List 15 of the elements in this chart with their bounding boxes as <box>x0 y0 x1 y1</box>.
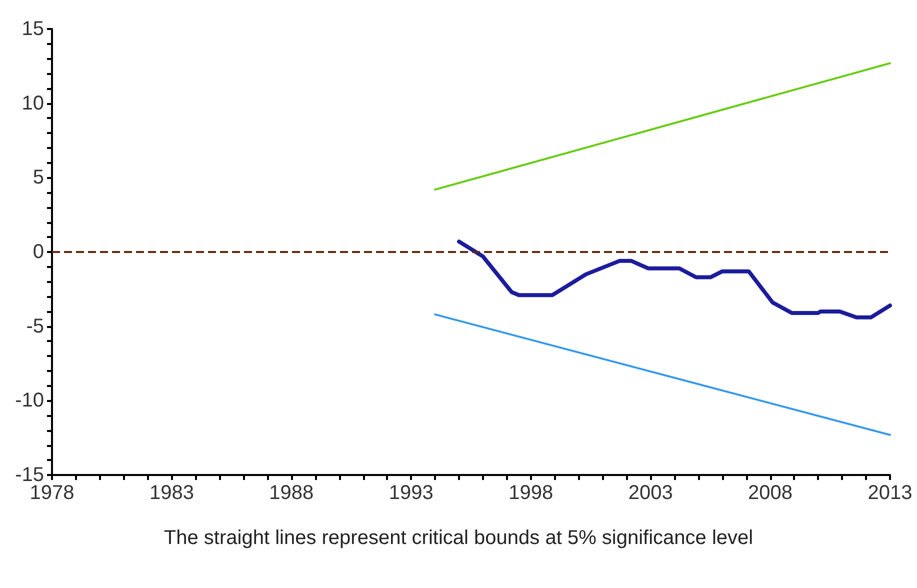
x-tick-label: 1993 <box>388 482 434 504</box>
y-tick-label: 10 <box>22 92 44 114</box>
x-tick-label: 1983 <box>149 482 194 504</box>
y-tick-label: -10 <box>15 390 44 412</box>
y-tick-label: 15 <box>22 18 44 40</box>
text: The straight lines represent critical bounds at 5% significance level <box>164 527 754 549</box>
x-tick-label: 2008 <box>748 482 793 504</box>
line-series <box>457 240 892 320</box>
y-tick-label: 0 <box>32 241 44 263</box>
x-tick-label: 2003 <box>628 482 673 504</box>
y-tick-label: 5 <box>32 166 44 189</box>
x-tick-label: 1998 <box>508 482 554 504</box>
y-tick-label: -5 <box>26 315 44 338</box>
x-tick-label: 1988 <box>269 482 314 504</box>
x-tick-label: 2013 <box>868 482 912 504</box>
